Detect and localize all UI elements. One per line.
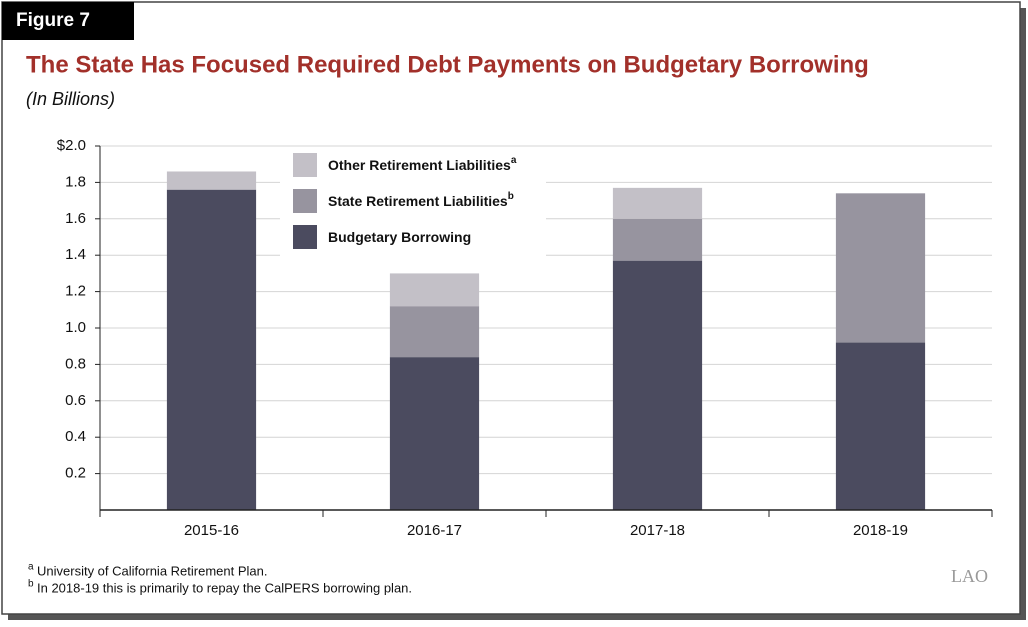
- footnotes: a University of California Retirement Pla…: [28, 562, 412, 596]
- bar-segment: [166, 189, 257, 510]
- x-tick-label: 2017-18: [630, 522, 685, 539]
- y-tick-label: $2.0: [57, 137, 86, 154]
- legend-label: State Retirement Liabilitiesb: [328, 191, 514, 209]
- bar-segment: [612, 260, 703, 510]
- bar-segment: [166, 171, 257, 190]
- legend: Other Retirement Liabilitiesa State Retir…: [280, 147, 546, 259]
- legend-name: Budgetary Borrowing: [328, 229, 471, 245]
- x-tick-label: 2015-16: [184, 522, 239, 539]
- legend-label: Other Retirement Liabilitiesa: [328, 155, 517, 173]
- footnote-mark: b: [28, 579, 34, 590]
- y-tick-label: 0.6: [65, 392, 86, 409]
- legend-background: [280, 147, 546, 259]
- bar-segment: [835, 193, 926, 343]
- x-tick-label: 2016-17: [407, 522, 462, 539]
- legend-name: State Retirement Liabilities: [328, 193, 508, 209]
- chart-subtitle: (In Billions): [26, 89, 115, 109]
- legend-swatch: [293, 153, 317, 177]
- y-tick-label: 0.4: [65, 428, 86, 445]
- bar-segment: [389, 273, 480, 307]
- y-tick-label: 0.8: [65, 355, 86, 372]
- bar-segment: [389, 306, 480, 358]
- legend-name: Other Retirement Liabilities: [328, 157, 511, 173]
- y-tick-label: 0.2: [65, 465, 86, 482]
- figure-label-box: [2, 2, 134, 40]
- plot: 0.2 0.4 0.6 0.8 1.0 1.2 1.4 1.6 1.8 $2.0 2015-16 20…: [57, 137, 993, 539]
- logo: LAO: [951, 566, 988, 586]
- x-tick-label: 2018-19: [853, 522, 908, 539]
- legend-swatch: [293, 189, 317, 213]
- y-tick-label: 1.2: [65, 283, 86, 300]
- footnote-text: In 2018-19 this is primarily to repay th…: [37, 580, 412, 595]
- chart-title: The State Has Focused Required Debt Paym…: [26, 51, 869, 78]
- legend-label: Budgetary Borrowing: [328, 229, 471, 245]
- bar-segment: [389, 357, 480, 510]
- figure-label: Figure 7: [16, 10, 90, 31]
- legend-note: a: [511, 155, 517, 166]
- footnote-mark: a: [28, 562, 34, 573]
- legend-note: b: [508, 191, 514, 202]
- y-tick-label: 1.8: [65, 173, 86, 190]
- footnote-text: University of California Retirement Plan…: [37, 563, 267, 578]
- y-tick-label: 1.4: [65, 246, 86, 263]
- bar-segment: [612, 187, 703, 219]
- y-tick-label: 1.0: [65, 319, 86, 336]
- bar-segment: [835, 342, 926, 510]
- y-tick-label: 1.6: [65, 210, 86, 227]
- legend-swatch: [293, 225, 317, 249]
- bar-segment: [612, 218, 703, 261]
